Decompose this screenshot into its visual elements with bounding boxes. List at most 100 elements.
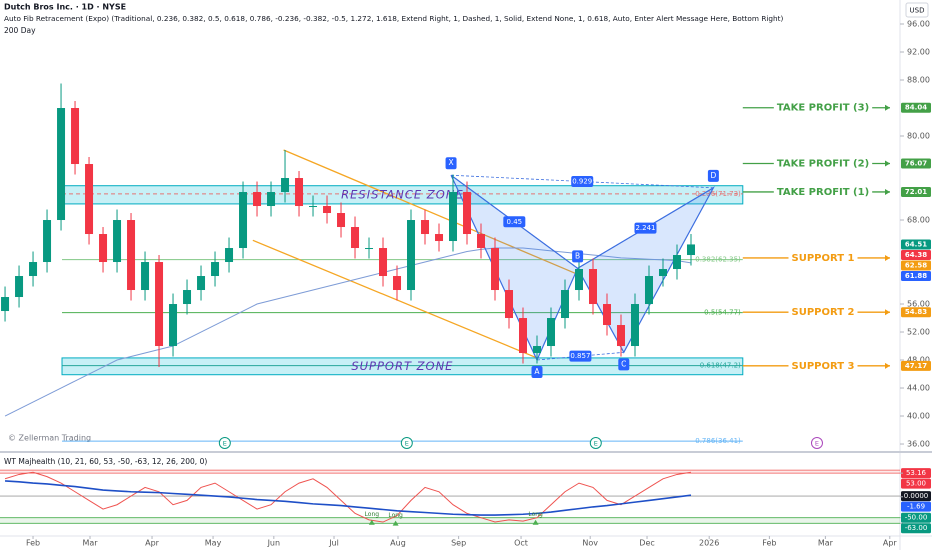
fib-label: 0.382(62.35) <box>695 256 741 264</box>
price-label-box <box>901 307 931 318</box>
candle-body <box>491 248 500 291</box>
y-tick-label: 96.00 <box>907 20 930 29</box>
target-arrow <box>885 188 890 195</box>
zone-label: SUPPORT ZONE <box>351 359 453 373</box>
x-tick-label: Nov <box>582 539 598 548</box>
target-label-bg <box>773 185 873 198</box>
candle-body <box>127 220 136 291</box>
candle-body <box>309 206 318 208</box>
target-label-bg <box>773 157 873 170</box>
candle-body <box>43 220 52 263</box>
price-label: 54.83 <box>905 308 927 316</box>
candle-body <box>113 220 122 263</box>
event-marker[interactable] <box>810 437 823 449</box>
candle-body <box>141 262 150 291</box>
pattern-point-label: B <box>575 251 580 260</box>
pattern-ratio-line <box>536 351 624 361</box>
ratio-box <box>503 216 526 228</box>
candle-body <box>1 297 10 312</box>
candle-body <box>253 192 262 207</box>
x-tick-label: 2026 <box>699 539 719 548</box>
symbol-title: Dutch Bros Inc. · 1D · NYSE <box>4 3 126 12</box>
osc-y-tick-label: -1.69 <box>907 503 925 511</box>
y-tick-label: 52.00 <box>907 328 930 337</box>
candle-body <box>29 262 38 277</box>
target-arrow <box>885 104 890 111</box>
price-label: 72.01 <box>905 188 927 196</box>
fib-label: 0.618(47.2) <box>700 362 741 370</box>
pattern-point-box <box>618 358 630 371</box>
currency: USD <box>910 7 925 15</box>
candle-body <box>533 346 542 354</box>
back-layer <box>0 149 900 524</box>
x-tick-label: Jun <box>267 539 281 548</box>
price-label-box <box>901 360 931 371</box>
candle-body <box>351 227 360 249</box>
signal-marker <box>392 520 399 526</box>
candle-body <box>589 269 598 305</box>
currency-box[interactable] <box>905 2 929 18</box>
price-label: 64.51 <box>905 240 927 248</box>
candle-body <box>239 192 248 249</box>
target-label-bg <box>788 251 858 264</box>
candle-body <box>644 276 653 305</box>
candle-body <box>197 276 206 291</box>
pattern-ratio-line <box>577 187 714 269</box>
x-tick-label: Feb <box>762 539 776 548</box>
price-label-box <box>901 239 931 250</box>
price-label-box <box>901 186 931 197</box>
target-label-bg <box>788 359 858 372</box>
zone-label: RESISTANCE ZONE <box>341 187 463 201</box>
candle-body <box>323 206 332 214</box>
pattern-point-label: A <box>534 367 540 376</box>
trendline <box>283 149 581 276</box>
target-label-bg <box>773 101 873 114</box>
candle-body <box>225 248 234 263</box>
ratio-box <box>634 222 657 234</box>
osc-label-box <box>901 501 931 512</box>
event-marker[interactable] <box>218 437 231 449</box>
target-label: TAKE PROFIT (3) <box>777 103 869 114</box>
event-label: E <box>815 440 819 448</box>
candle-body <box>211 262 220 277</box>
candle-body <box>616 325 625 347</box>
oscillator-title: WT Majhealth (10, 21, 60, 53, -50, -63, … <box>4 457 207 466</box>
price-label-box <box>901 102 931 113</box>
y-tick-label: 68.00 <box>907 216 930 225</box>
event-marker[interactable] <box>400 437 413 449</box>
x-tick-label: May <box>205 539 222 548</box>
candle-body <box>686 244 695 256</box>
osc-label-box <box>901 491 931 502</box>
event-label: E <box>405 440 409 448</box>
candle-body <box>267 192 276 207</box>
osc-y-tick-label: -63.00 <box>905 524 928 532</box>
candle-body <box>658 269 667 277</box>
x-tick-label: Apr <box>145 539 160 548</box>
x-tick-label: Oct <box>514 539 528 548</box>
fib-label: 0.786(36.41) <box>695 437 741 445</box>
pattern-point-box <box>445 157 457 170</box>
price-label-box <box>901 270 931 281</box>
event-marker[interactable] <box>589 437 602 449</box>
candle-body <box>57 108 66 221</box>
candle-body <box>477 234 486 249</box>
candle-body <box>463 192 472 235</box>
x-tick-label: Mar <box>82 539 98 548</box>
target-arrow <box>885 160 890 167</box>
y-tick-label: 92.00 <box>907 48 930 57</box>
ratio-box <box>571 176 594 188</box>
candle-body <box>169 304 178 347</box>
ma-legend: 200 Day <box>4 26 36 35</box>
osc-label-box <box>901 523 931 534</box>
ratio-label: 0.929 <box>572 178 592 186</box>
candle-body <box>99 234 108 263</box>
candle-body <box>435 234 444 242</box>
candle-body <box>295 178 304 207</box>
candle-body <box>519 318 528 354</box>
candle-body <box>421 220 430 235</box>
price-label: 61.88 <box>905 272 927 280</box>
candle-body <box>505 290 514 319</box>
signal-label: Long <box>388 512 403 519</box>
